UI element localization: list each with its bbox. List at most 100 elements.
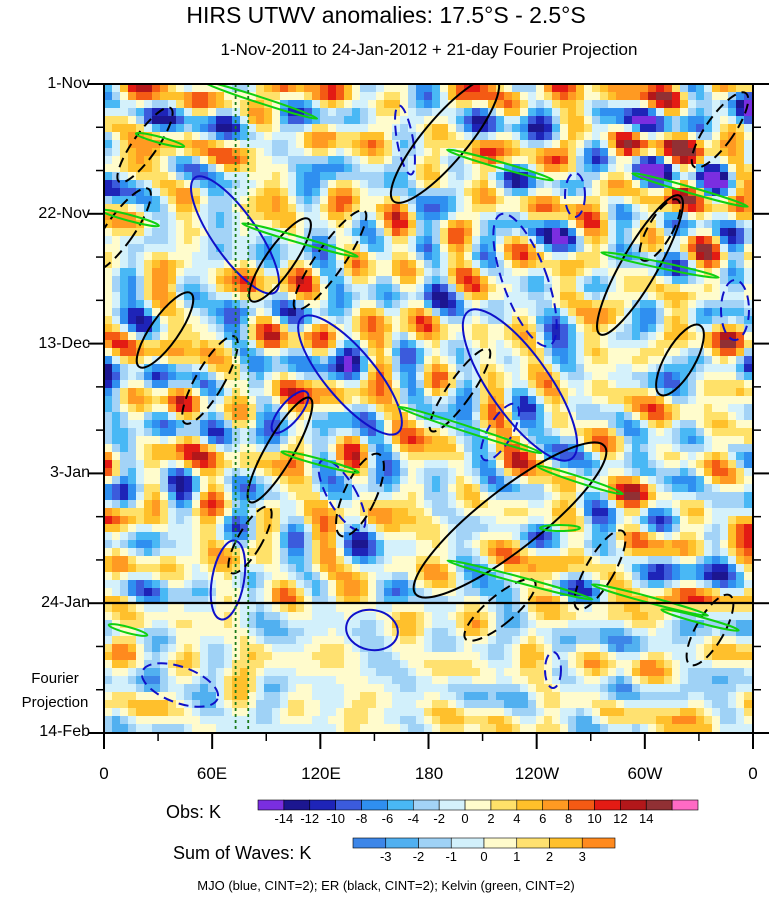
heat-cell (168, 196, 176, 204)
heat-cell (384, 460, 392, 468)
heat-cell (112, 556, 120, 564)
heat-cell (352, 372, 360, 380)
heat-cell (312, 452, 320, 460)
heat-cell (704, 412, 712, 420)
heat-cell (720, 108, 728, 116)
heat-cell (368, 364, 376, 372)
heat-cell (296, 508, 304, 516)
heat-cell (512, 140, 520, 148)
heat-cell (200, 428, 208, 436)
heat-cell (216, 452, 224, 460)
heat-cell (480, 252, 488, 260)
heat-cell (616, 212, 624, 220)
heat-cell (512, 412, 520, 420)
heat-cell (208, 244, 216, 252)
heat-cell (528, 324, 536, 332)
heat-cell (440, 484, 448, 492)
heat-cell (648, 92, 656, 100)
heat-cell (424, 564, 432, 572)
heat-cell (432, 364, 440, 372)
heat-cell (168, 212, 176, 220)
heat-cell (680, 460, 688, 468)
heat-cell (480, 364, 488, 372)
heat-cell (376, 548, 384, 556)
heat-cell (240, 340, 248, 348)
heat-cell (440, 148, 448, 156)
heat-cell (544, 476, 552, 484)
heat-cell (392, 196, 400, 204)
heat-cell (440, 380, 448, 388)
heat-cell (696, 172, 704, 180)
heat-cell (120, 276, 128, 284)
heat-cell (312, 516, 320, 524)
heat-cell (488, 396, 496, 404)
heat-cell (128, 236, 136, 244)
heat-cell (416, 100, 424, 108)
heat-cell (512, 84, 520, 92)
heat-cell (120, 204, 128, 212)
heat-cell (648, 188, 656, 196)
heat-cell (520, 564, 528, 572)
heat-cell (464, 484, 472, 492)
heat-cell (192, 108, 200, 116)
heat-cell (224, 444, 232, 452)
heat-cell (648, 300, 656, 308)
heat-cell (656, 372, 664, 380)
heat-cell (560, 364, 568, 372)
heat-cell (152, 524, 160, 532)
heat-cell (440, 308, 448, 316)
heat-cell (352, 420, 360, 428)
heat-cell (504, 228, 512, 236)
heat-cell (256, 244, 264, 252)
heat-cell (264, 156, 272, 164)
heat-cell (136, 348, 144, 356)
heat-cell (728, 180, 736, 188)
heat-cell (264, 164, 272, 172)
heat-cell (312, 372, 320, 380)
heat-cell (664, 180, 672, 188)
heat-cell (672, 188, 680, 196)
heat-cell (480, 196, 488, 204)
heat-cell (400, 396, 408, 404)
heat-cell (472, 180, 480, 188)
heat-cell (480, 524, 488, 532)
heat-cell (688, 524, 696, 532)
heat-cell (128, 84, 136, 92)
heat-cell (672, 332, 680, 340)
heat-cell (104, 220, 112, 228)
heat-cell (632, 356, 640, 364)
heat-cell (680, 180, 688, 188)
heat-cell (656, 412, 664, 420)
heat-cell (352, 236, 360, 244)
heat-cell (192, 324, 200, 332)
heat-cell (512, 364, 520, 372)
heat-cell (592, 116, 600, 124)
heat-cell (312, 92, 320, 100)
heat-cell (144, 420, 152, 428)
heat-cell (328, 236, 336, 244)
heat-cell (728, 300, 736, 308)
heat-cell (584, 412, 592, 420)
heat-cell (728, 484, 736, 492)
heat-cell (112, 220, 120, 228)
heat-cell (424, 508, 432, 516)
heat-cell (304, 148, 312, 156)
heat-cell (128, 204, 136, 212)
heat-cell (152, 420, 160, 428)
heat-cell (128, 164, 136, 172)
heat-cell (576, 236, 584, 244)
heat-cell (536, 364, 544, 372)
heat-cell (136, 388, 144, 396)
heat-cell (720, 500, 728, 508)
heat-cell (416, 468, 424, 476)
heat-cell (360, 236, 368, 244)
heat-cell (504, 268, 512, 276)
heat-cell (272, 308, 280, 316)
heat-cell (328, 452, 336, 460)
heat-cell (144, 92, 152, 100)
heat-cell (408, 556, 416, 564)
heat-cell (120, 148, 128, 156)
heat-cell (568, 516, 576, 524)
heat-cell (496, 196, 504, 204)
heat-cell (192, 564, 200, 572)
